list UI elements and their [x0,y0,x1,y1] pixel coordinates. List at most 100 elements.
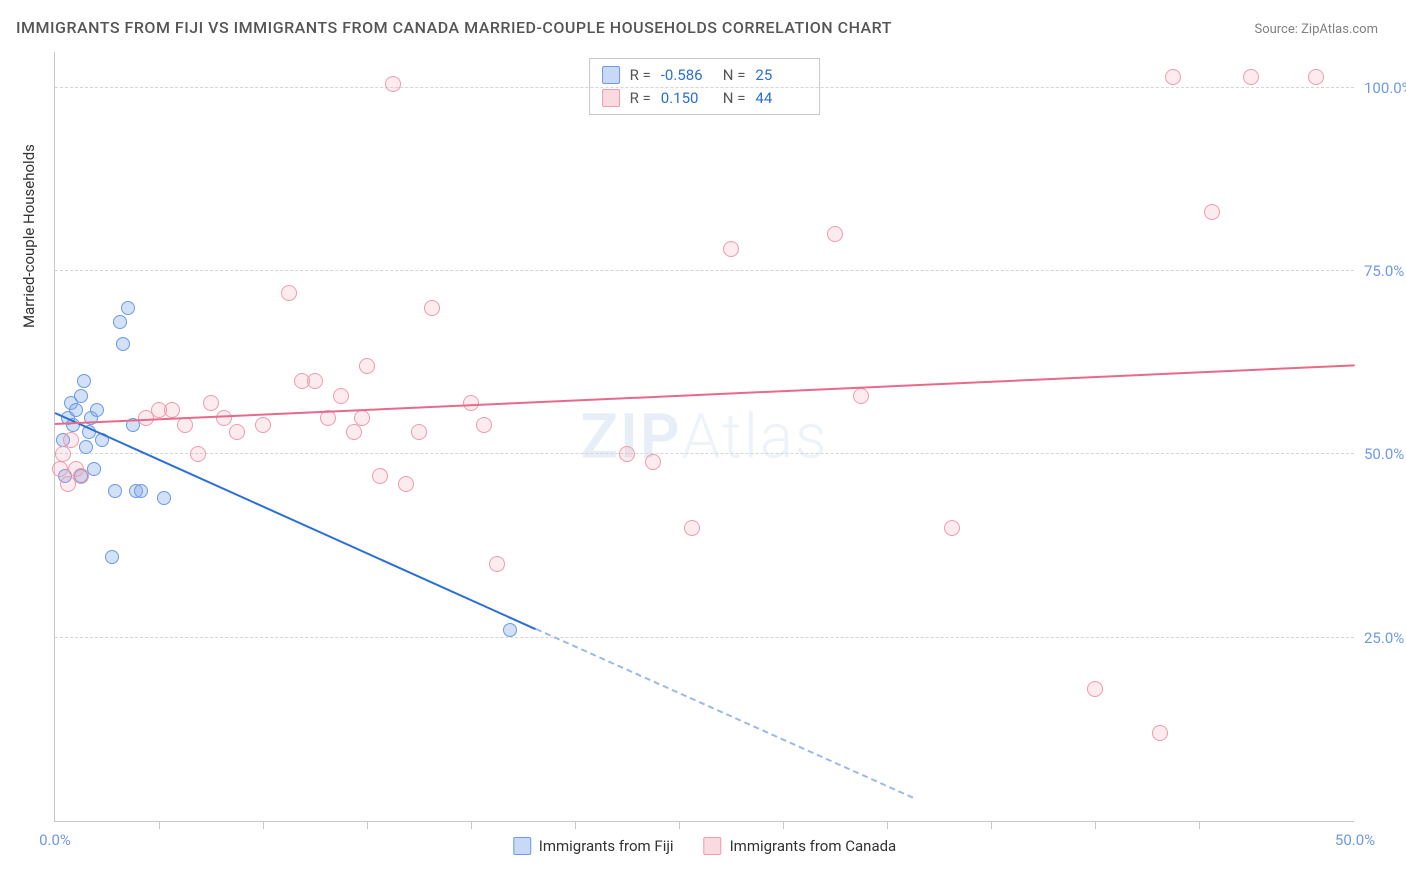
watermark: ZIPAtlas [581,400,829,473]
y-tick-label: 50.0% [1364,445,1406,463]
data-point [90,403,104,417]
legend-row: R = -0.586 N = 25 [602,64,808,87]
x-tick-label: 0.0% [39,831,71,849]
gridline [55,453,1354,454]
data-point [723,241,739,257]
legend-n-value: 44 [755,87,807,110]
legend-n-label: N = [723,64,746,87]
data-point [203,395,219,411]
legend-swatch [513,837,531,855]
data-point [619,446,635,462]
data-point [1152,725,1168,741]
data-point [489,556,505,572]
trend-line [536,628,914,798]
legend-item: Immigrants from Fiji [513,837,674,855]
data-point [645,454,661,470]
watermark-light: Atlas [682,400,829,473]
data-point [190,446,206,462]
series-legend: Immigrants from Fiji Immigrants from Cana… [513,837,896,855]
y-tick-label: 25.0% [1364,629,1406,647]
data-point [157,491,171,505]
legend-row: R = 0.150 N = 44 [602,87,808,110]
data-point [77,374,91,388]
data-point [333,388,349,404]
legend-r-label: R = [630,64,651,87]
data-point [307,373,323,389]
data-point [1165,69,1181,85]
legend-series-label: Immigrants from Fiji [539,837,674,855]
x-tick [887,821,888,829]
watermark-bold: ZIP [581,400,682,473]
y-axis-title: Married-couple Households [20,144,38,328]
data-point [108,484,122,498]
data-point [229,424,245,440]
data-point [1204,204,1220,220]
data-point [116,337,130,351]
data-point [63,432,79,448]
data-point [74,389,88,403]
data-point [1243,69,1259,85]
y-tick-label: 75.0% [1364,262,1406,280]
data-point [398,476,414,492]
legend-swatch [602,89,620,107]
x-tick [263,821,264,829]
data-point [177,417,193,433]
legend-r-value: -0.586 [661,64,713,87]
data-point [359,358,375,374]
data-point [944,520,960,536]
data-point [87,462,101,476]
data-point [385,76,401,92]
x-tick [159,821,160,829]
data-point [1308,69,1324,85]
y-tick-label: 100.0% [1364,79,1406,97]
legend-item: Immigrants from Canada [704,837,897,855]
data-point [69,403,83,417]
gridline [55,270,1354,271]
legend-r-label: R = [630,87,651,110]
data-point [372,468,388,484]
chart-title: IMMIGRANTS FROM FIJI VS IMMIGRANTS FROM … [16,18,892,37]
data-point [684,520,700,536]
data-point [281,285,297,301]
legend-swatch [602,66,620,84]
data-point [216,410,232,426]
gridline [55,637,1354,638]
legend-series-label: Immigrants from Canada [730,837,897,855]
data-point [255,417,271,433]
data-point [354,410,370,426]
trend-line [55,364,1355,425]
x-tick [991,821,992,829]
data-point [1087,681,1103,697]
data-point [346,424,362,440]
x-tick [1199,821,1200,829]
legend-swatch [704,837,722,855]
data-point [411,424,427,440]
data-point [73,468,89,484]
legend-n-value: 25 [755,64,807,87]
data-point [134,484,148,498]
data-point [113,315,127,329]
data-point [424,300,440,316]
x-tick [471,821,472,829]
gridline [55,87,1354,88]
x-tick [679,821,680,829]
data-point [853,388,869,404]
x-tick-label: 50.0% [1335,831,1375,849]
data-point [121,301,135,315]
data-point [827,226,843,242]
data-point [79,440,93,454]
trend-line [55,412,537,630]
x-tick [1095,821,1096,829]
x-tick [367,821,368,829]
scatter-chart: ZIPAtlas R =-0.586N =25R =0.150N =44 Imm… [54,52,1354,822]
data-point [55,446,71,462]
x-tick [575,821,576,829]
data-point [164,402,180,418]
legend-r-value: 0.150 [661,87,713,110]
source-label: Source: ZipAtlas.com [1254,22,1378,37]
data-point [52,461,68,477]
data-point [476,417,492,433]
data-point [503,623,517,637]
legend-n-label: N = [723,87,746,110]
x-tick [783,821,784,829]
